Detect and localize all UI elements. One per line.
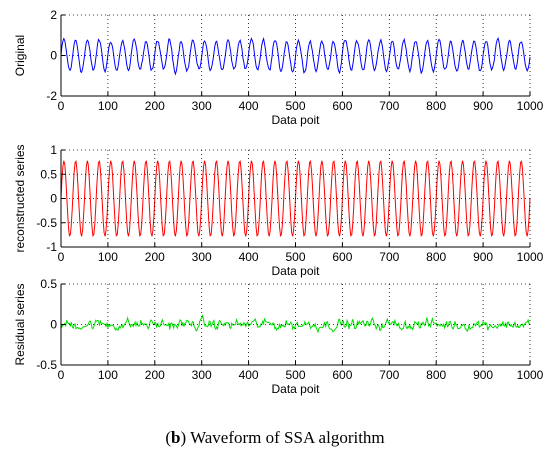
y-axis-label: reconstructed series bbox=[13, 144, 27, 252]
y-tick-label: 1 bbox=[50, 143, 57, 157]
y-tick-label: 0 bbox=[50, 192, 57, 206]
x-tick-label: 200 bbox=[145, 368, 165, 382]
x-tick-label: 300 bbox=[192, 368, 212, 382]
x-axis-label: Data poit bbox=[271, 382, 320, 396]
y-tick-label: 2 bbox=[50, 8, 57, 22]
x-tick-label: 1000 bbox=[517, 250, 544, 264]
x-tick-label: 600 bbox=[332, 250, 352, 264]
y-tick-label: 0 bbox=[50, 49, 57, 63]
x-tick-label: 300 bbox=[192, 250, 212, 264]
x-tick-label: 500 bbox=[285, 99, 305, 113]
y-tick-label: -0.5 bbox=[36, 216, 57, 230]
caption-open: ( bbox=[165, 428, 171, 447]
x-tick-label: 800 bbox=[426, 368, 446, 382]
x-tick-label: 100 bbox=[98, 250, 118, 264]
y-tick-label: -2 bbox=[46, 89, 57, 103]
x-tick-label: 800 bbox=[426, 250, 446, 264]
panel-1: 0 100 200 300 400 500 600 700 800 900 100020-2Data… bbox=[13, 8, 544, 127]
y-tick-label: 0.5 bbox=[40, 277, 57, 291]
x-tick-label: 700 bbox=[379, 368, 399, 382]
x-tick-label: 400 bbox=[239, 368, 259, 382]
x-tick-label: 400 bbox=[239, 99, 259, 113]
x-tick-label: 300 bbox=[192, 99, 212, 113]
x-tick-label: 500 bbox=[285, 368, 305, 382]
figure-caption: (b) Waveform of SSA algorithm bbox=[0, 428, 550, 448]
x-tick-label: 100 bbox=[98, 368, 118, 382]
x-tick-label: 800 bbox=[426, 99, 446, 113]
x-tick-label: 900 bbox=[473, 368, 493, 382]
y-tick-label: -0.5 bbox=[36, 358, 57, 372]
x-tick-label: 700 bbox=[379, 99, 399, 113]
x-tick-label: 700 bbox=[379, 250, 399, 264]
x-tick-label: 100 bbox=[98, 99, 118, 113]
x-tick-label: 1000 bbox=[517, 368, 544, 382]
x-tick-label: 200 bbox=[145, 250, 165, 264]
x-tick-label: 900 bbox=[473, 250, 493, 264]
figure: 0 100 200 300 400 500 600 700 800 900 100020-2Data… bbox=[13, 8, 544, 396]
x-tick-label: 0 bbox=[58, 250, 65, 264]
caption-label: b bbox=[171, 428, 181, 447]
x-tick-label: 0 bbox=[58, 99, 65, 113]
panel-3: 0 100 200 300 400 500 600 700 800 900 10000.50-0.5… bbox=[13, 277, 544, 396]
x-tick-label: 500 bbox=[285, 250, 305, 264]
y-tick-label: -1 bbox=[46, 240, 57, 254]
series-line-1 bbox=[60, 36, 531, 76]
x-tick-label: 400 bbox=[239, 250, 259, 264]
x-tick-label: 200 bbox=[145, 99, 165, 113]
caption-text: ) Waveform of SSA algorithm bbox=[180, 428, 385, 447]
y-axis-label: Residual series bbox=[13, 283, 27, 365]
x-axis-label: Data poit bbox=[271, 113, 320, 127]
panel-2: 0 100 200 300 400 500 600 700 800 900 1000 1 0.5 0 -0.… bbox=[13, 143, 544, 278]
y-axis-label: Original bbox=[13, 35, 27, 76]
x-tick-label: 0 bbox=[58, 368, 65, 382]
x-axis-label: Data poit bbox=[271, 264, 320, 278]
x-tick-label: 600 bbox=[332, 368, 352, 382]
x-tick-label: 600 bbox=[332, 99, 352, 113]
y-tick-label: 0.5 bbox=[40, 167, 57, 181]
series-line-1 bbox=[60, 313, 531, 334]
x-tick-label: 1000 bbox=[517, 99, 544, 113]
y-tick-label: 0 bbox=[50, 318, 57, 332]
x-tick-label: 900 bbox=[473, 99, 493, 113]
